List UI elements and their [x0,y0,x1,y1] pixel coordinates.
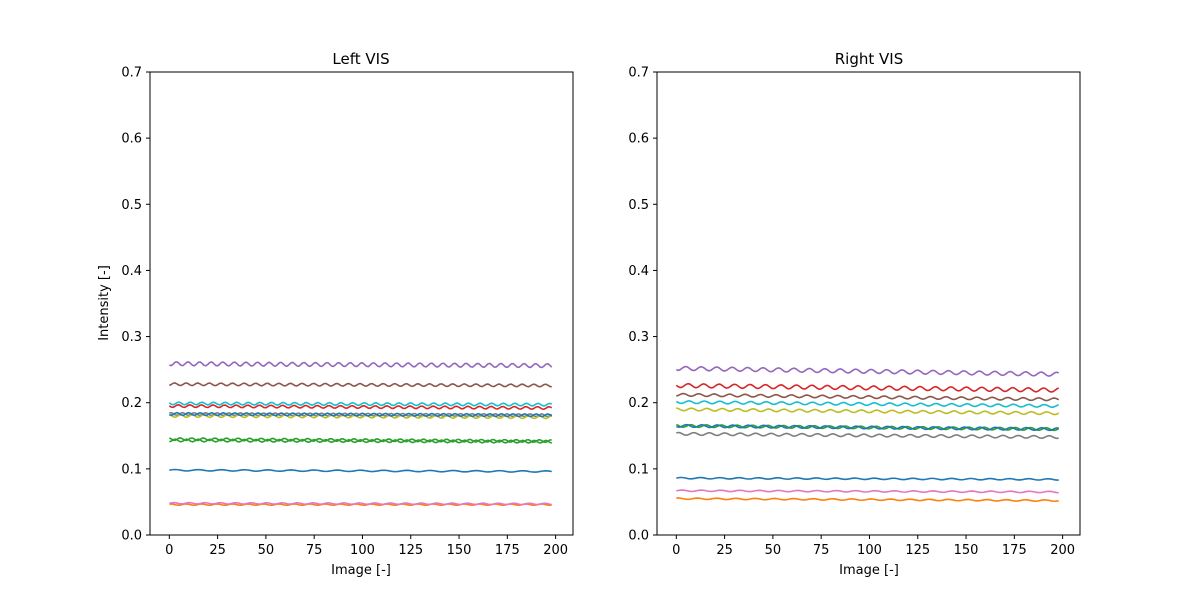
left-vis-y-tick-label: 0.4 [121,264,142,279]
left-vis-y-tick-label: 0.3 [121,330,142,345]
left-vis-y-tick-label: 0.7 [121,66,142,81]
left-vis-series-line-11 [169,438,553,444]
right-vis-x-tick-label: 150 [954,543,979,558]
left-vis-series-line-8 [169,413,552,420]
left-vis-y-tick-label: 0.2 [121,396,142,411]
left-vis-x-tick-label: 0 [165,543,173,558]
left-vis-x-tick-label: 50 [258,543,275,558]
right-vis-y-tick-label: 0.0 [628,529,649,544]
left-vis-series-line-3 [168,404,553,410]
right-vis-series-line-6 [676,489,1059,494]
right-vis-series-group [675,365,1060,503]
left-vis-series-line-2 [168,437,552,444]
left-vis-x-tick-label: 25 [209,543,226,558]
left-vis-x-tick-label: 150 [447,543,472,558]
left-vis-series-line-0 [169,468,552,473]
right-vis-series-line-0 [676,476,1059,481]
right-vis-x-tick-label: 50 [765,543,782,558]
left-vis-y-tick-label: 0.6 [121,132,142,147]
left-vis-title: Left VIS [332,50,389,68]
left-vis-series-group [168,361,553,507]
right-vis-series-line-1 [676,497,1059,503]
right-vis-series-line-8 [676,407,1060,416]
right-vis-x-tick-label: 25 [716,543,733,558]
right-vis-x-tick-label: 75 [813,543,830,558]
left-vis-x-tick-label: 125 [398,543,423,558]
left-vis-y-axis-label: Intensity [-] [97,265,112,341]
right-vis-series-line-7 [676,431,1059,440]
left-vis-plot-frame [149,71,574,536]
right-vis-x-axis-label: Image [-] [839,563,899,578]
left-vis-series-line-10 [169,411,553,418]
right-vis-y-tick-label: 0.7 [628,66,649,81]
left-vis-panel: Left VIS Image [-] Intensity [-] 0 25 50 75… [97,50,574,578]
right-vis-series-line-10 [676,423,1059,432]
right-vis-series-line-2 [676,423,1060,432]
right-vis-y-tick-label: 0.6 [628,132,649,147]
left-vis-y-tick-label: 0.5 [121,198,142,213]
right-vis-series-line-5 [676,392,1060,402]
right-vis-x-tick-label: 125 [905,543,930,558]
left-vis-series-line-9 [168,401,553,407]
right-vis-series-line-9 [675,400,1060,408]
right-vis-y-tick-label: 0.5 [628,198,649,213]
right-vis-y-tick-label: 0.4 [628,264,649,279]
left-vis-series-line-5 [168,382,552,388]
left-vis-x-axis-label: Image [-] [331,563,391,578]
left-vis-series-line-1 [169,503,552,507]
left-vis-y-tick-label: 0.0 [121,529,142,544]
left-vis-series-line-7 [169,411,553,418]
right-vis-panel: Right VIS Image [-] 0 25 50 75 100 125 150 175 2… [628,50,1081,578]
right-vis-title: Right VIS [835,50,903,68]
left-vis-x-tick-label: 200 [543,543,568,558]
right-vis-x-tick-label: 100 [857,543,882,558]
left-vis-series-line-4 [169,361,553,369]
left-vis-x-tick-label: 100 [350,543,375,558]
right-vis-x-tick-label: 0 [672,543,680,558]
right-vis-series-line-4 [676,365,1060,377]
left-vis-series-line-6 [169,501,552,506]
right-vis-y-tick-label: 0.1 [628,462,649,477]
right-vis-x-tick-label: 175 [1002,543,1027,558]
right-vis-x-tick-label: 200 [1050,543,1075,558]
left-vis-x-tick-label: 175 [495,543,520,558]
right-vis-y-tick-label: 0.2 [628,396,649,411]
left-vis-y-tick-label: 0.1 [121,462,142,477]
right-vis-series-line-3 [675,382,1060,393]
left-vis-x-tick-label: 75 [306,543,323,558]
right-vis-plot-frame [656,71,1081,536]
right-vis-y-tick-label: 0.3 [628,330,649,345]
